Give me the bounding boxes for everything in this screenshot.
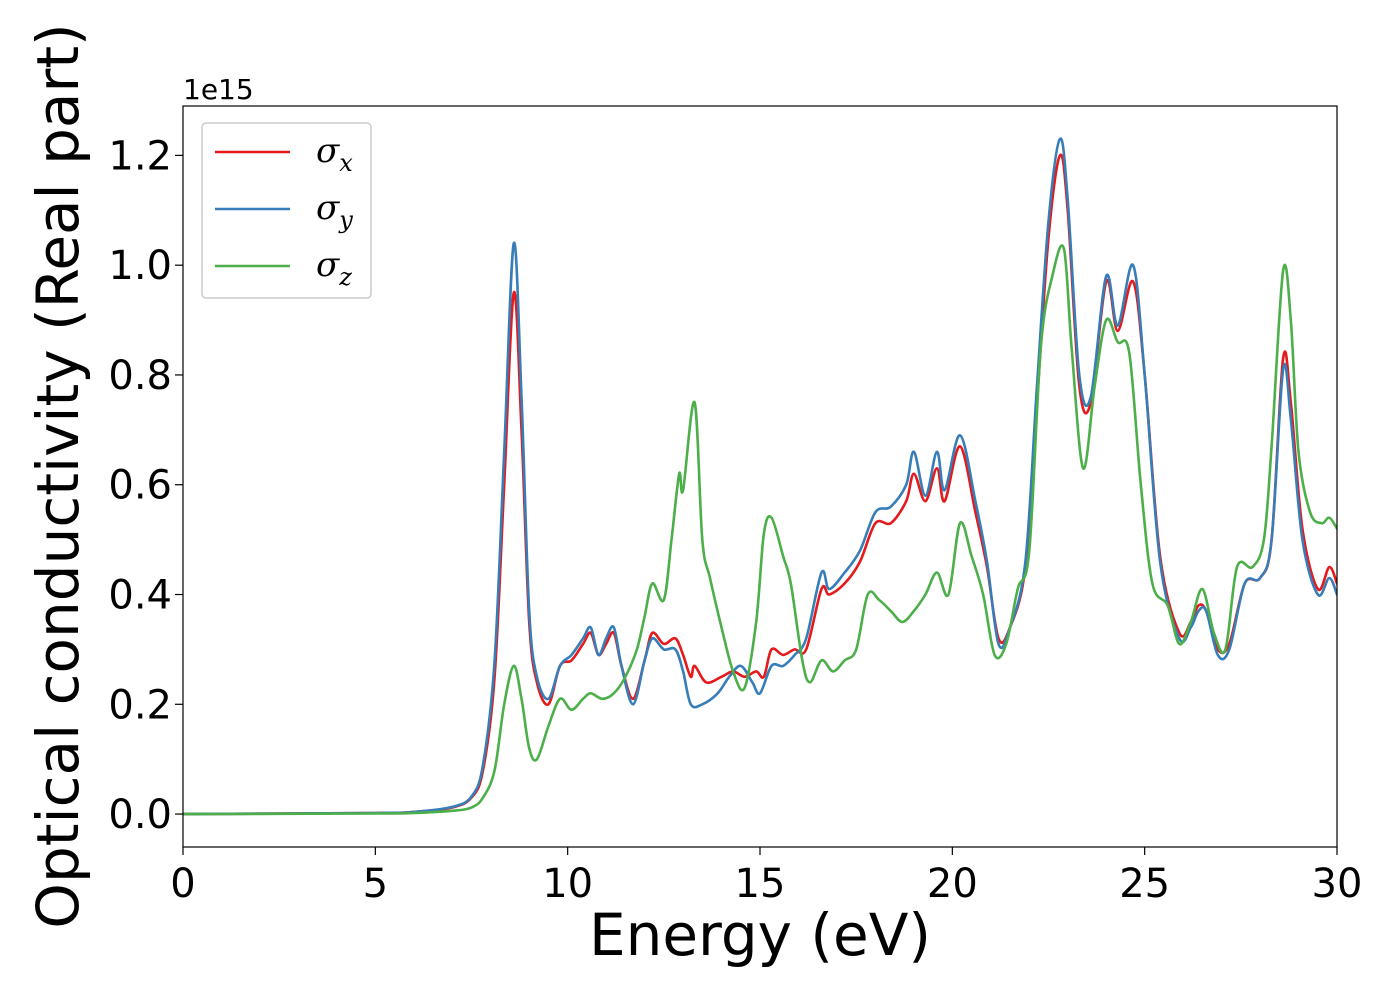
y-offset-label: 1e15	[183, 73, 254, 106]
x-tick-label: 5	[363, 861, 388, 907]
series-line-x	[183, 153, 1337, 816]
y-tick-label: 0.2	[108, 682, 172, 728]
x-tick-label: 30	[1312, 861, 1363, 907]
y-axis-title: Optical conductivity (Real part)	[24, 23, 92, 928]
x-tick-label: 25	[1119, 861, 1170, 907]
y-tick-label: 0.4	[108, 573, 172, 619]
legend-label-x: σx	[316, 131, 353, 177]
x-axis-title: Energy (eV)	[589, 901, 931, 969]
series-line-z	[183, 244, 1337, 816]
x-tick-label: 20	[927, 861, 978, 907]
y-tick-label: 1.0	[108, 243, 172, 289]
y-tick-label: 1.2	[108, 133, 172, 179]
x-tick-label: 10	[542, 861, 593, 907]
series-group	[183, 137, 1337, 816]
y-tick-label: 0.8	[108, 353, 172, 399]
y-axis: 0.0 0.2 0.4 0.6 0.8 1.0 1.2	[108, 133, 183, 838]
x-axis: 0 5 10 15 20 25 30	[170, 847, 1362, 907]
x-tick-label: 15	[735, 861, 786, 907]
legend-box	[201, 122, 372, 299]
y-tick-label: 0.6	[108, 463, 172, 509]
plot-area	[182, 105, 1338, 848]
legend-label-y: σy	[316, 188, 353, 234]
x-tick-label: 0	[170, 861, 195, 907]
legend: σx σy σz	[201, 122, 372, 299]
legend-label-z: σz	[316, 245, 352, 291]
y-tick-label: 0.0	[108, 792, 172, 838]
